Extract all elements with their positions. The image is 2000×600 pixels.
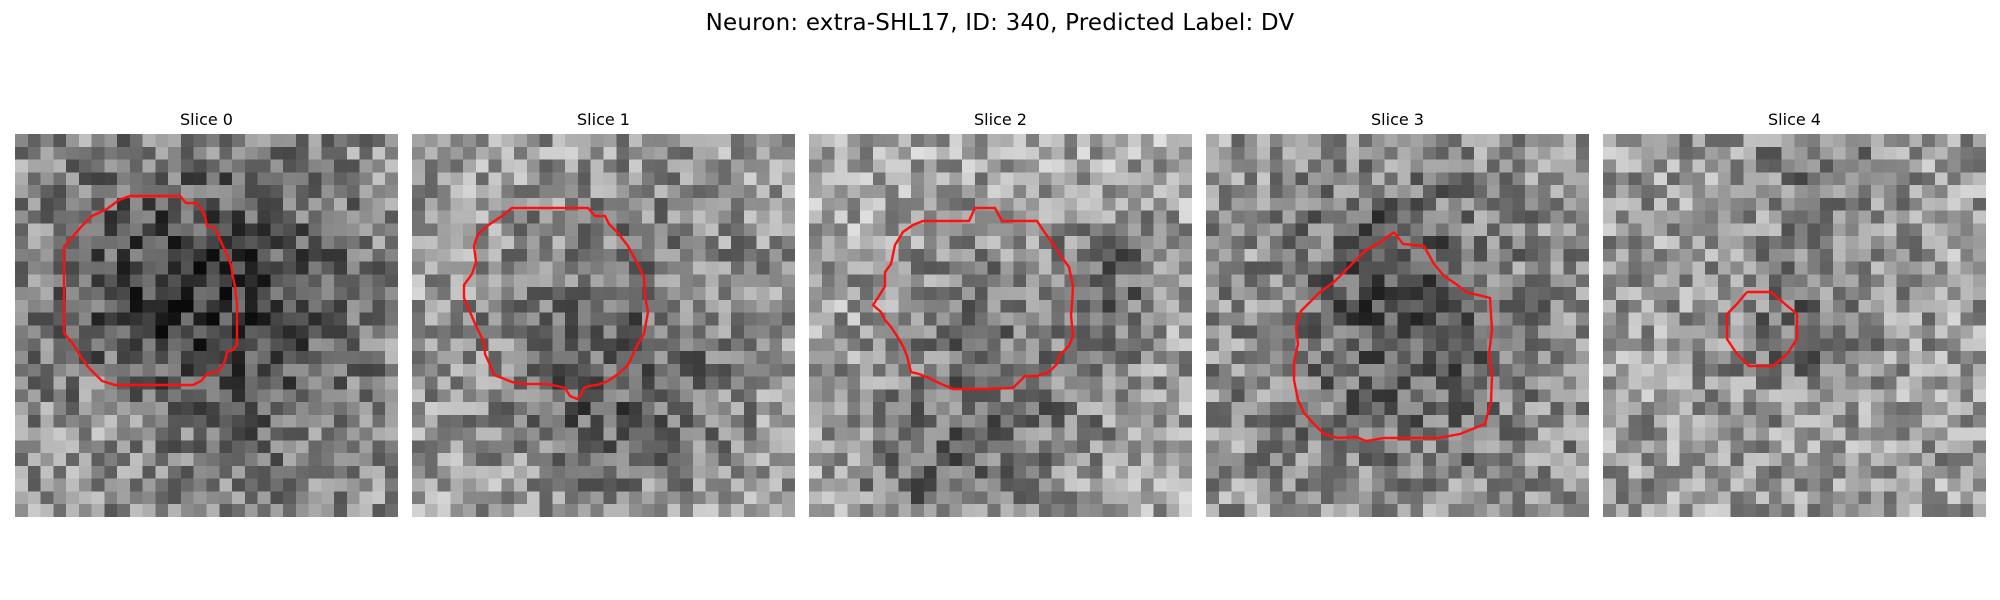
slice-panel: Slice 2 bbox=[809, 108, 1192, 517]
roi-contour bbox=[462, 206, 650, 401]
microscopy-pixels bbox=[1206, 134, 1589, 517]
roi-contour bbox=[1725, 290, 1799, 368]
microscopy-pixels bbox=[809, 134, 1192, 517]
slice-panel: Slice 0 bbox=[15, 108, 398, 517]
slice-image bbox=[1206, 134, 1589, 517]
slice-panel: Slice 1 bbox=[412, 108, 795, 517]
microscopy-pixels bbox=[1603, 134, 1986, 517]
slice-title: Slice 4 bbox=[1768, 110, 1821, 129]
contour-line bbox=[462, 206, 650, 401]
contour-line bbox=[62, 194, 239, 387]
slice-panel: Slice 4 bbox=[1603, 108, 1986, 517]
roi-contour bbox=[62, 194, 239, 387]
microscopy-pixels bbox=[15, 134, 398, 517]
slice-image bbox=[15, 134, 398, 517]
slice-image bbox=[809, 134, 1192, 517]
roi-contour bbox=[1292, 231, 1494, 443]
slice-title: Slice 3 bbox=[1371, 110, 1424, 129]
slice-image bbox=[1603, 134, 1986, 517]
slice-title: Slice 0 bbox=[180, 110, 233, 129]
slice-image bbox=[412, 134, 795, 517]
roi-contour bbox=[871, 206, 1075, 391]
contour-line bbox=[1725, 290, 1799, 368]
slice-title: Slice 2 bbox=[974, 110, 1027, 129]
contour-line bbox=[871, 206, 1075, 391]
figure-title: Neuron: extra-SHL17, ID: 340, Predicted … bbox=[705, 10, 1295, 36]
slice-title: Slice 1 bbox=[577, 110, 630, 129]
slice-panel: Slice 3 bbox=[1206, 108, 1589, 517]
contour-line bbox=[1292, 231, 1494, 443]
